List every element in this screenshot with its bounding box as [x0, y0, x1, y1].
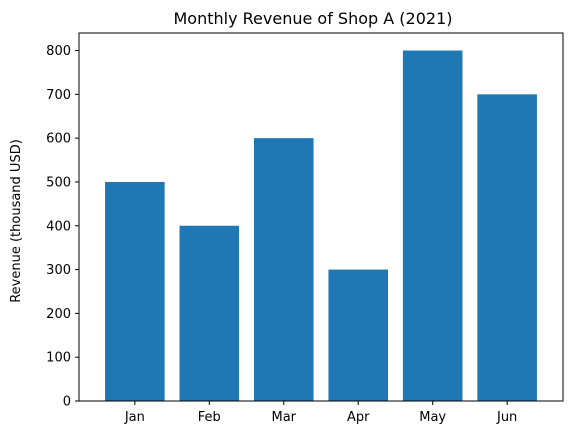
chart-title: Monthly Revenue of Shop A (2021): [174, 9, 453, 28]
y-tick-label: 100: [46, 351, 71, 366]
y-tick-label: 0: [63, 395, 71, 410]
y-tick-label: 700: [46, 88, 71, 103]
bar-may: [402, 50, 463, 402]
x-tick-label: Jun: [496, 410, 517, 425]
y-tick-label: 300: [46, 263, 71, 278]
bar-apr: [328, 269, 389, 401]
bar-mar: [253, 138, 314, 401]
bar-jan: [105, 181, 165, 401]
bar-feb: [179, 225, 240, 401]
x-tick-label: Mar: [272, 410, 297, 425]
y-tick-label: 500: [46, 175, 71, 190]
x-tick-label: Apr: [347, 410, 370, 425]
plot-area-frame: [78, 32, 564, 402]
y-tick-label: 800: [46, 44, 71, 59]
y-tick-label: 600: [46, 132, 71, 147]
x-tick-label: Jan: [124, 410, 145, 425]
y-axis-label: Revenue (thousand USD): [9, 139, 24, 303]
y-tick-label: 200: [46, 307, 71, 322]
bars-group: [105, 50, 537, 402]
x-tick-label: May: [419, 410, 446, 425]
bar-jun: [477, 94, 537, 401]
y-tick-label: 400: [46, 219, 71, 234]
y-axis-ticks: 0 100 200 300 400 500 600 700 800: [46, 44, 79, 410]
x-axis-ticks: Jan Feb Mar Apr May Jun: [124, 401, 517, 425]
x-tick-label: Feb: [198, 410, 221, 425]
